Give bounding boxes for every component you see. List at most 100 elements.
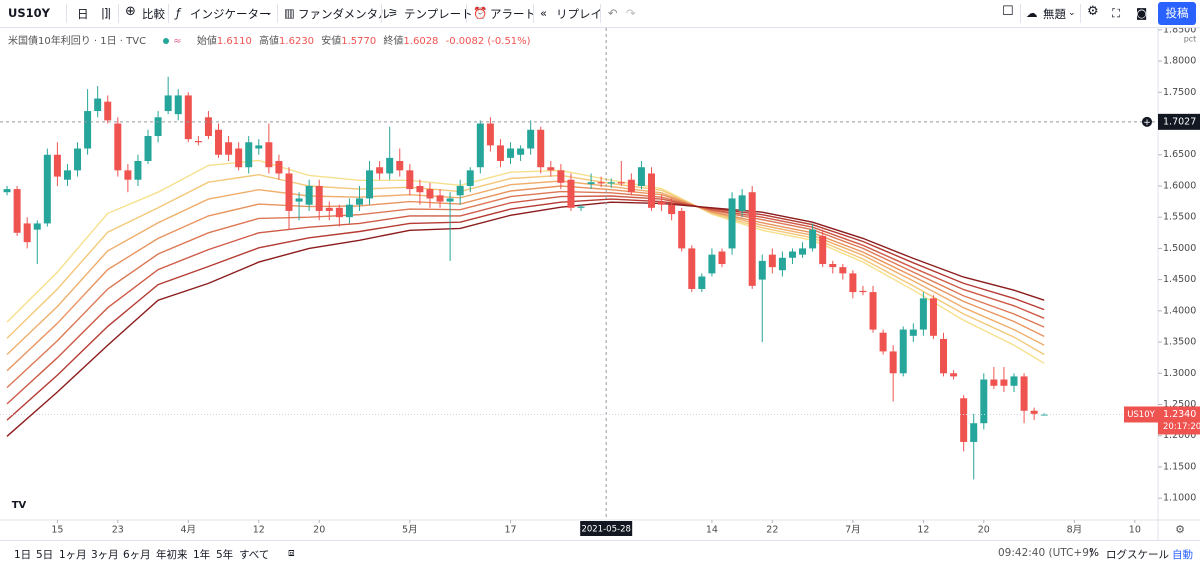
candle-body <box>23 223 31 243</box>
separator <box>118 4 119 23</box>
x-tick-label: 15 <box>51 525 63 536</box>
candle-body <box>154 117 162 137</box>
range-button[interactable]: 1ヶ月 <box>59 549 87 561</box>
candle-body <box>839 267 847 274</box>
candle-body <box>950 373 958 377</box>
candle-body <box>325 207 333 211</box>
x-tick-label: 14 <box>706 525 718 536</box>
candle-body <box>537 129 545 168</box>
fullscreen-icon[interactable]: ⛶ <box>1112 6 1121 20</box>
alert[interactable]: アラート <box>490 7 536 21</box>
open-label: 始値 <box>196 36 217 47</box>
range-button[interactable]: 1日 <box>14 549 32 561</box>
close-label: 終値 <box>383 36 404 47</box>
redo[interactable]: ↷ <box>626 6 636 20</box>
candle-body <box>768 254 776 268</box>
fundamentals[interactable]: ファンダメンタル <box>298 7 390 21</box>
range-button[interactable]: 年初来 <box>156 549 188 561</box>
candle-body <box>788 251 796 258</box>
log-toggle[interactable]: ログスケール <box>1106 549 1169 561</box>
date-range-icon[interactable]: ⧈ <box>288 547 295 559</box>
candle-body <box>869 292 877 330</box>
axis-settings-icon[interactable]: ⚙ <box>1175 523 1185 536</box>
x-tick-label: 7月 <box>845 525 861 536</box>
layout-icon[interactable]: ☐ <box>1002 4 1014 19</box>
ribbon-line <box>6 180 1045 356</box>
ribbon-line <box>6 185 1045 372</box>
cloud-icon: ☁ <box>1026 6 1038 20</box>
ribbon-line <box>6 195 1045 405</box>
interval[interactable]: 日 <box>77 7 89 21</box>
range-button[interactable]: 5年 <box>216 549 234 561</box>
last-symbol: US10Y <box>1127 410 1155 420</box>
ribbon-line <box>6 173 1045 356</box>
auto-toggle[interactable]: 自動 <box>1172 549 1193 561</box>
range-button[interactable]: 3ヶ月 <box>91 549 119 561</box>
screenshot-icon[interactable]: ◙ <box>1136 6 1148 20</box>
candle-body <box>778 257 786 271</box>
crosshair-add <box>1142 116 1152 127</box>
range-button[interactable]: 1年 <box>193 549 211 561</box>
publish-button[interactable]: 投稿 <box>1158 2 1196 25</box>
candle-body <box>1020 376 1028 411</box>
candle-body <box>164 95 172 112</box>
candle-body <box>929 298 937 336</box>
candle-body <box>688 248 696 289</box>
candle-body <box>3 189 11 193</box>
undo[interactable]: ↶ <box>608 6 618 20</box>
ribbon-line <box>6 159 1045 364</box>
symbol[interactable]: US10Y <box>8 6 50 20</box>
candle-body <box>33 223 41 230</box>
legend: 米国債10年利回り · 1日 · TVC ≈ 始値1.6110 高値1.6230… <box>8 32 535 47</box>
candle-body <box>980 379 988 424</box>
range-button[interactable]: 6ヶ月 <box>123 549 151 561</box>
candle-body <box>587 182 595 185</box>
range-button[interactable]: すべて <box>239 549 270 561</box>
plot-area <box>3 76 1048 480</box>
layout-name[interactable]: 無題 <box>1043 7 1066 21</box>
range-button[interactable]: 5日 <box>36 549 54 561</box>
compare[interactable]: 比較 <box>142 7 165 21</box>
x-tick-label: 17 <box>504 525 516 536</box>
last-price-box <box>1158 406 1200 435</box>
change-value: -0.0082 (-0.51%) <box>445 36 531 47</box>
candle-body <box>597 182 605 184</box>
high-label: 高値 <box>259 36 280 47</box>
candle-body <box>658 201 666 205</box>
dropdown-icon: ⌄ <box>265 8 273 18</box>
indicators[interactable]: インジケーター <box>190 7 271 21</box>
candle-body <box>799 248 807 255</box>
candle-body <box>295 198 303 202</box>
last-price-label: 1.2340 <box>1163 409 1196 420</box>
candle-body <box>970 423 978 442</box>
candle-body <box>355 198 363 205</box>
candle-body <box>446 198 454 202</box>
x-tick-label: 20 <box>978 525 990 536</box>
candle-body <box>235 148 243 168</box>
close-value: 1.6028 <box>403 36 439 47</box>
candle-body <box>577 206 585 208</box>
candle-body <box>174 95 182 115</box>
ribbon-line <box>6 201 1045 437</box>
candle-body <box>809 229 817 249</box>
separator <box>600 4 601 23</box>
chart-type-icon[interactable]: |]| <box>101 6 111 20</box>
candle-body <box>1030 410 1038 414</box>
svg-text:TV: TV <box>12 500 27 511</box>
dropdown-icon: ⌄ <box>1068 8 1076 18</box>
candle-body <box>53 154 61 177</box>
crosshair-x-box <box>580 521 633 536</box>
candle-body <box>899 329 907 374</box>
replay[interactable]: リプレイ <box>556 7 602 21</box>
candle-body <box>1000 379 1008 386</box>
y-tick-label: 1.6500 <box>1163 149 1196 160</box>
percent-toggle[interactable]: % <box>1089 547 1099 559</box>
y-tick-label: 1.1500 <box>1163 461 1196 472</box>
candle-body <box>496 145 504 161</box>
candle-body <box>43 154 51 224</box>
x-tick-label: 20 <box>313 525 325 536</box>
candle-body <box>376 167 384 174</box>
settings-icon[interactable]: ⚙ <box>1087 4 1099 19</box>
templates[interactable]: テンプレート <box>404 7 473 21</box>
crosshair-y-label: 1.7027 <box>1163 116 1196 127</box>
